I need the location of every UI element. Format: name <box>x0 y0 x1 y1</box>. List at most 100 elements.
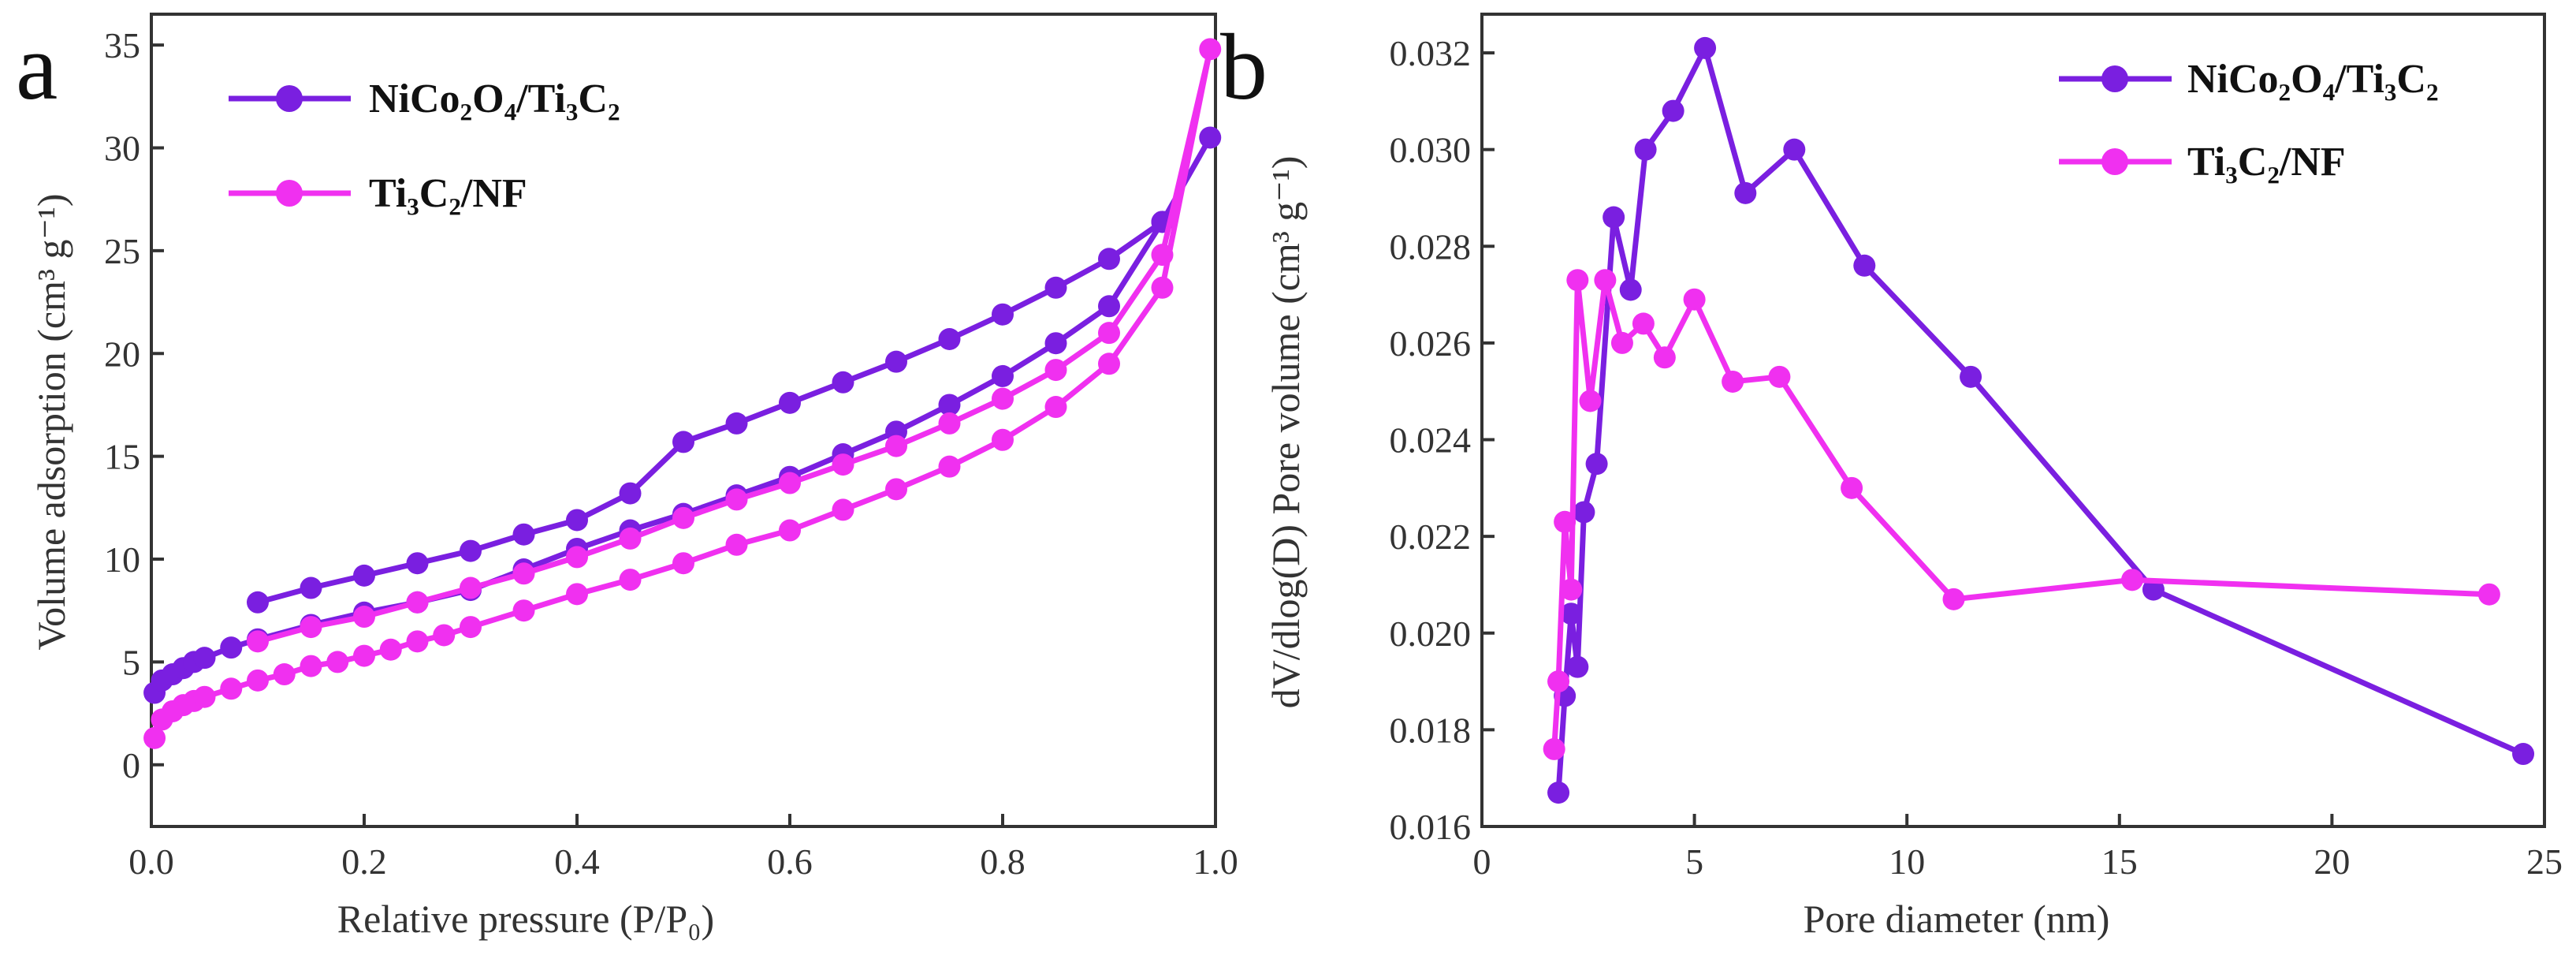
panel-a-series-1-point <box>300 616 322 639</box>
panel-a-series-0-point <box>406 552 429 575</box>
panel-b-y-tick-label: 0.028 <box>1390 226 1472 267</box>
panel-a-series-0-point <box>832 371 854 394</box>
panel-a-series-1-point <box>938 455 961 478</box>
panel-a-series-0-point <box>938 394 961 416</box>
panel-b-series-0-point <box>1662 99 1684 122</box>
panel-a-y-tick-label: 30 <box>104 128 140 168</box>
panel-b-x-tick-label: 15 <box>2101 841 2138 882</box>
panel-a: a Volume adsorption (cm³ g⁻¹) Relative p… <box>16 13 1238 941</box>
panel-a-legend-label-nico2o4-ti3c2: NiCo₂O₄/Ti₃C₂ <box>369 76 620 121</box>
panel-a-series-0-point <box>300 576 322 599</box>
panel-b-series-0-point <box>1960 365 1982 388</box>
panel-a-series-1-point <box>672 552 694 575</box>
panel-b-y-tick-label: 0.020 <box>1390 614 1472 654</box>
panel-b-y-tick-label: 0.016 <box>1390 807 1472 847</box>
panel-a-series-1-point <box>1151 276 1174 299</box>
panel-b-plot-frame <box>1480 13 2546 828</box>
panel-b-series-1-point <box>1632 312 1655 335</box>
panel-a-series-1-point <box>992 428 1014 451</box>
panel-b-series-1-point <box>1554 510 1576 533</box>
panel-b-series-1-point <box>1722 370 1744 393</box>
panel-a-series-1-point <box>779 519 801 542</box>
panel-a-legend-marker-0 <box>276 85 303 112</box>
panel-b-x-tick-label: 5 <box>1685 841 1703 882</box>
panel-a-series-1-point <box>832 498 854 521</box>
panel-b-x-tick-label: 10 <box>1889 841 1925 882</box>
panel-b-series-1-point <box>1560 578 1583 601</box>
panel-b-series-1-point <box>1543 737 1565 760</box>
panel-a-series-0-point <box>779 391 801 414</box>
panel-a-series-1-point <box>619 569 642 591</box>
panel-b-series-0-point <box>1560 603 1583 625</box>
panel-b-y-tick-label: 0.030 <box>1390 130 1472 170</box>
panel-a-series-1-point <box>1151 244 1174 267</box>
panel-a-series-1-point <box>353 644 375 667</box>
panel-b-series-0-point <box>1634 138 1657 161</box>
panel-a-series-1-point <box>619 527 642 550</box>
panel-b-series-1-point <box>2120 569 2143 591</box>
panel-a-series-1-point <box>247 630 269 653</box>
panel-a-x-tick-label: 0.2 <box>341 841 387 882</box>
panel-a-y-axis-title: Volume adsorption (cm³ g⁻¹) <box>29 194 73 651</box>
panel-a-series-1-point <box>379 638 402 661</box>
panel-a-series-0-point <box>220 636 243 659</box>
panel-a-series-1-point <box>832 453 854 476</box>
panel-a-series-1-point <box>1098 353 1120 375</box>
panel-a-legend: NiCo₂O₄/Ti₃C₂ Ti₃C₂/NF <box>229 76 620 216</box>
panel-b-series-1-point <box>1683 288 1706 311</box>
panel-a-series-1-point <box>672 506 694 529</box>
panel-a-series-0-point <box>938 328 961 350</box>
panel-b-series-0-point <box>1585 453 1608 476</box>
panel-a-series-1-point <box>326 651 349 673</box>
panel-a-series-1-point <box>512 562 535 585</box>
panel-a-series-1-point <box>885 435 907 457</box>
panel-b-legend-marker-0 <box>2101 65 2128 92</box>
panel-a-plot-frame <box>150 13 1217 828</box>
panel-a-series-0-point <box>992 303 1014 326</box>
panel-b-series-1-point <box>1547 670 1570 693</box>
panel-b-y-tick-label: 0.024 <box>1390 420 1472 461</box>
panel-a-series-0-point <box>1044 276 1067 299</box>
panel-a-series-1-point <box>460 576 482 599</box>
panel-b-series-0-point <box>1853 254 1876 277</box>
panel-b-series-1-point <box>1566 269 1589 292</box>
panel-a-x-tick-label: 0.0 <box>128 841 174 882</box>
panel-a-series-0-point <box>193 647 216 670</box>
panel-a-series-1-point <box>566 546 588 569</box>
panel-a-series-1-point <box>725 488 748 511</box>
panel-b-legend-marker-1 <box>2101 148 2128 175</box>
panel-b-series-0-point <box>1603 206 1625 229</box>
panel-b-series-1-point <box>1653 346 1676 369</box>
panel-a-y-tick-label: 15 <box>104 437 140 477</box>
panel-b-series-0-point <box>1547 782 1570 804</box>
panel-a-series-1-point <box>1044 359 1067 382</box>
panel-b-series-1-point <box>1579 390 1602 412</box>
panel-a-series-0-point <box>247 591 269 614</box>
panel-a-series-0-point <box>725 412 748 435</box>
panel-a-series-0-point <box>885 350 907 373</box>
panel-a-y-tick-label: 0 <box>122 745 140 785</box>
panel-a-series-0-point <box>460 539 482 562</box>
panel-b-series-line-0 <box>1555 45 2525 793</box>
panel-a-x-tick-label: 1.0 <box>1193 841 1238 882</box>
panel-a-series-1-point <box>885 478 907 501</box>
panel-a-series-1-point <box>1199 38 1222 61</box>
panel-a-series-1-point <box>1044 396 1067 419</box>
panel-a-series-1-point <box>433 624 456 647</box>
panel-a-y-tick-label: 5 <box>122 642 140 682</box>
panel-a-legend-marker-1 <box>276 180 303 207</box>
panel-a-series-1-point <box>273 663 296 686</box>
panel-a-x-tick-label: 0.6 <box>767 841 813 882</box>
panel-a-series-1-point <box>725 533 748 556</box>
panel-a-series-1-point <box>938 412 961 435</box>
panel-b-series-1-point <box>1610 331 1633 354</box>
panel-a-y-tick-label: 35 <box>104 25 140 65</box>
panel-a-series-1-point <box>512 599 535 622</box>
panel-b-y-tick-label: 0.032 <box>1390 33 1472 73</box>
panel-b-legend-label-nico2o4-ti3c2: NiCo₂O₄/Ti₃C₂ <box>2187 57 2439 102</box>
panel-b-series-0-point <box>1566 655 1589 678</box>
panel-a-series-1-point <box>1098 322 1120 345</box>
panel-b-x-tick-label: 25 <box>2526 841 2563 882</box>
panel-b-series-0-point <box>2142 578 2165 601</box>
